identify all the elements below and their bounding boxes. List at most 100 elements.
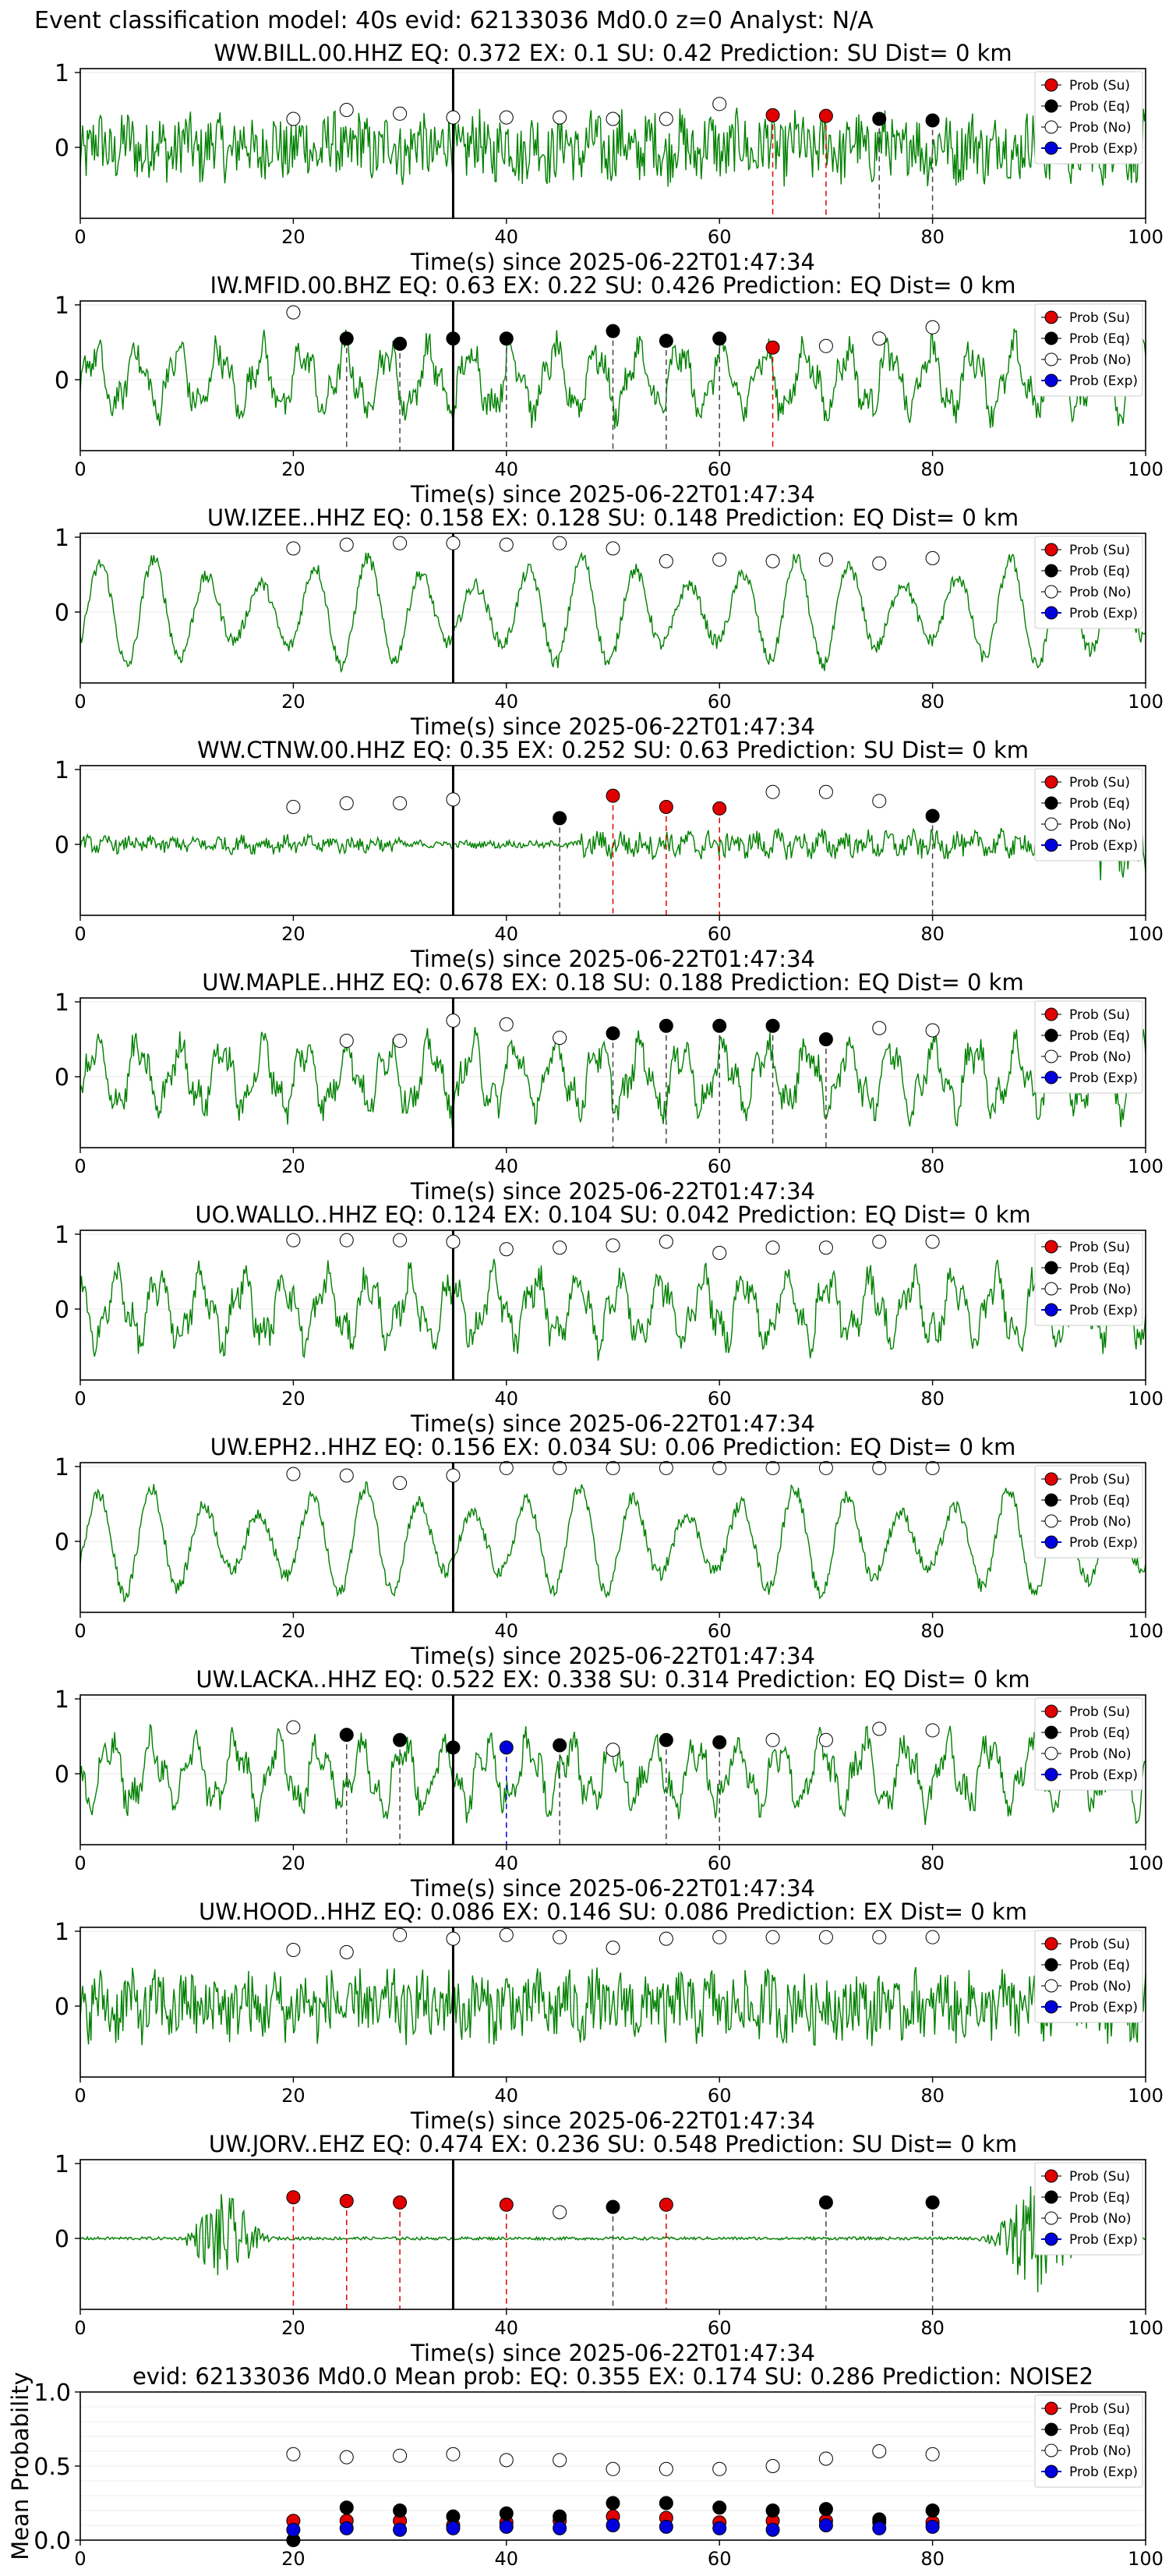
prob-marker-no [872, 1930, 887, 1944]
x-tick-label: 100 [1128, 2317, 1164, 2339]
x-tick-label: 40 [495, 2317, 519, 2339]
prob-marker-no [818, 1460, 833, 1475]
prob-marker-no [553, 1460, 567, 1475]
legend-marker-su [1044, 310, 1058, 324]
prob-marker-no [499, 537, 514, 552]
x-tick-label: 60 [708, 2548, 732, 2570]
prob-marker-su [765, 340, 780, 355]
x-tick-label: 60 [708, 2317, 732, 2339]
waveform-trace [79, 1257, 1146, 1361]
x-tick-label: 20 [281, 1620, 305, 1642]
mean-marker-no [446, 2447, 461, 2461]
legend-marker-exp [1044, 2232, 1058, 2246]
legend-label-su: Prob (Su) [1069, 1007, 1130, 1023]
x-tick-label: 100 [1128, 1852, 1164, 1874]
legend-marker-su [1044, 1007, 1058, 1021]
x-tick-label: 80 [920, 2085, 945, 2107]
y-tick-label: 1 [55, 1686, 69, 1714]
prob-marker-no [925, 1930, 940, 1944]
prob-marker-no [553, 1031, 567, 1046]
prob-marker-no [446, 1014, 461, 1028]
x-tick-label: 20 [281, 2085, 305, 2107]
panel-title: WW.CTNW.00.HHZ EQ: 0.35 EX: 0.252 SU: 0.… [197, 737, 1029, 763]
y-tick-label: 1 [55, 757, 69, 784]
mean-marker-no [499, 2453, 514, 2468]
axes-frame [79, 1694, 1146, 1845]
legend-label-exp: Prob (Exp) [1069, 2232, 1138, 2248]
prob-marker-no [659, 1460, 673, 1475]
legend-marker-su [1044, 775, 1058, 789]
legend-marker-eq [1044, 1958, 1058, 1972]
mean-marker-exp [606, 2518, 620, 2532]
prob-marker-no [393, 1233, 408, 1247]
mean-marker-eq [499, 2506, 514, 2521]
x-axis-label: Time(s) since 2025-06-22T01:47:34 [410, 249, 815, 275]
y-tick-label: 0 [55, 832, 69, 859]
mean-marker-eq [659, 2496, 673, 2511]
mean-marker-exp [872, 2521, 887, 2535]
legend-label-eq: Prob (Eq) [1069, 331, 1130, 347]
legend-label-exp: Prob (Exp) [1069, 1070, 1138, 1086]
mean-marker-eq [818, 2502, 833, 2517]
mean-marker-no [712, 2461, 727, 2476]
prob-marker-no [339, 103, 354, 117]
prob-marker-no [553, 536, 567, 550]
legend-marker-exp [1044, 2465, 1058, 2479]
x-tick-label: 80 [920, 1620, 945, 1642]
x-tick-label: 0 [74, 226, 86, 248]
prob-marker-eq [659, 1732, 673, 1747]
legend-label-exp: Prob (Exp) [1069, 1535, 1138, 1551]
legend-label-eq: Prob (Eq) [1069, 564, 1130, 579]
y-tick-label: 0.5 [34, 2454, 71, 2481]
x-tick-label: 20 [281, 1388, 305, 1410]
prob-marker-no [393, 1927, 408, 1942]
legend-box [1034, 303, 1143, 397]
prob-marker-no [339, 1468, 354, 1483]
mean-marker-exp [339, 2521, 354, 2535]
legend-marker-exp [1044, 1535, 1058, 1549]
x-tick-label: 0 [74, 1620, 86, 1642]
prob-marker-no [606, 1238, 620, 1253]
prob-marker-no [818, 784, 833, 799]
x-tick-label: 20 [281, 1155, 305, 1177]
legend-marker-exp [1044, 1767, 1058, 1782]
prob-marker-su [818, 108, 833, 123]
prob-marker-no [659, 554, 673, 568]
x-axis-label: Time(s) since 2025-06-22T01:47:34 [410, 1643, 815, 1669]
prob-marker-no [286, 1943, 301, 1957]
prob-marker-no [606, 1743, 620, 1757]
x-tick-label: 80 [920, 691, 945, 713]
x-tick-label: 20 [281, 458, 305, 480]
prob-marker-eq [339, 331, 354, 346]
prob-marker-no [712, 1930, 727, 1944]
mean-marker-exp [712, 2521, 727, 2535]
mean-marker-no [393, 2448, 408, 2463]
panel-9: UW.HOOD..HHZ EQ: 0.086 EX: 0.146 SU: 0.0… [55, 1898, 1164, 2134]
panel-1: WW.BILL.00.HHZ EQ: 0.372 EX: 0.1 SU: 0.4… [55, 40, 1164, 275]
legend-label-no: Prob (No) [1069, 352, 1132, 368]
legend-label-exp: Prob (Exp) [1069, 2465, 1138, 2480]
legend-label-no: Prob (No) [1069, 1514, 1132, 1530]
prob-marker-eq [925, 113, 940, 128]
y-tick-label: 1 [55, 525, 69, 552]
prob-marker-no [286, 541, 301, 556]
prob-marker-no [393, 1476, 408, 1491]
x-tick-label: 100 [1128, 1388, 1164, 1410]
prob-marker-no [286, 800, 301, 814]
x-tick-label: 100 [1128, 923, 1164, 945]
legend-marker-su [1044, 2169, 1058, 2183]
panel-title: UW.IZEE..HHZ EQ: 0.158 EX: 0.128 SU: 0.1… [207, 504, 1019, 531]
x-tick-label: 80 [920, 458, 945, 480]
legend-label-su: Prob (Su) [1069, 1240, 1130, 1255]
legend-marker-no [1044, 2443, 1058, 2457]
y-tick-label: 0 [55, 135, 69, 162]
prob-marker-eq [553, 811, 567, 826]
x-tick-label: 0 [74, 1852, 86, 1874]
prob-marker-no [818, 1732, 833, 1747]
prob-marker-no [872, 556, 887, 571]
prob-marker-no [553, 1930, 567, 1944]
mean-marker-exp [499, 2519, 514, 2534]
x-tick-label: 40 [495, 458, 519, 480]
legend-marker-su [1044, 543, 1058, 557]
